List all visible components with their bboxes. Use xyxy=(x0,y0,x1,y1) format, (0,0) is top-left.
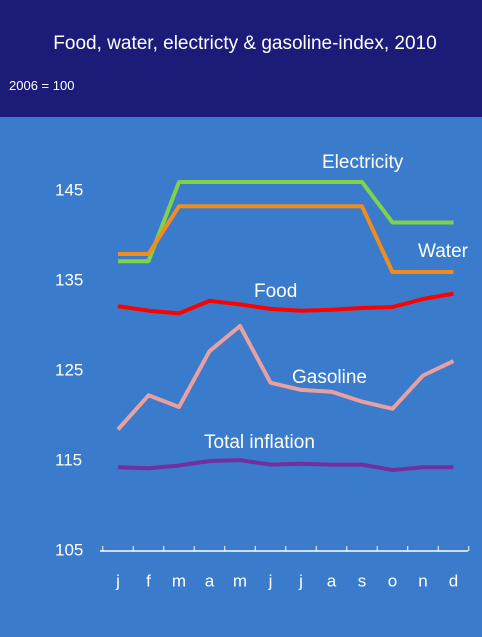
series-label: Gasoline xyxy=(292,367,367,388)
chart-title: Food, water, electricty & gasoline-index… xyxy=(53,33,437,54)
series-line xyxy=(118,180,454,264)
y-tick-label: 135 xyxy=(55,270,83,289)
series-label: Water xyxy=(418,241,469,262)
x-tick-label: f xyxy=(146,571,151,590)
x-tick-label: j xyxy=(298,571,303,590)
x-tick-label: n xyxy=(418,571,427,590)
y-tick-label: 125 xyxy=(55,360,83,379)
header: Food, water, electricty & gasoline-index… xyxy=(0,0,482,117)
x-tick-label: a xyxy=(327,571,337,590)
chart-subtitle: 2006 = 100 xyxy=(9,78,75,93)
y-tick-label: 105 xyxy=(55,540,83,559)
series-label: Total inflation xyxy=(204,432,315,453)
y-tick-label: 145 xyxy=(55,180,83,199)
series-label: Electricity xyxy=(322,152,404,173)
y-tick-label: 115 xyxy=(55,450,82,469)
x-tick-label: d xyxy=(449,571,458,590)
series-line xyxy=(116,324,455,431)
x-tick-label: j xyxy=(115,571,120,590)
x-tick-label: a xyxy=(205,571,215,590)
x-tick-label: m xyxy=(172,571,186,590)
x-tick-label: s xyxy=(358,571,367,590)
series-line xyxy=(117,291,454,316)
series-line xyxy=(118,204,454,274)
series-line xyxy=(117,458,454,472)
series-label: Food xyxy=(254,281,297,302)
x-tick-label: m xyxy=(233,571,247,590)
x-tick-label: j xyxy=(268,571,273,590)
x-tick-label: o xyxy=(388,571,397,590)
